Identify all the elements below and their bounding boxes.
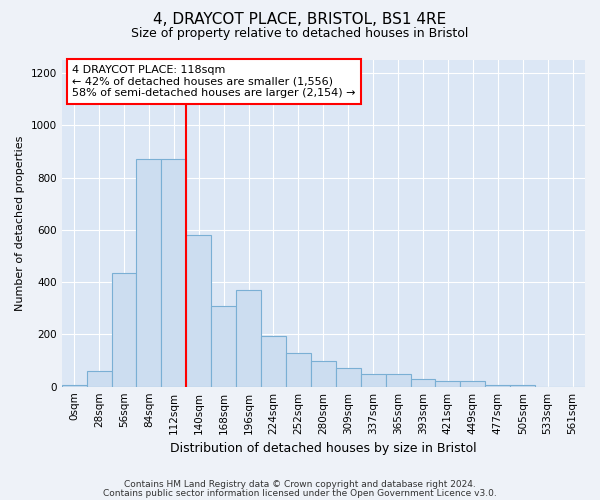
Bar	[112, 273, 136, 386]
Bar	[286, 352, 311, 386]
Bar	[186, 235, 211, 386]
Bar	[460, 382, 485, 386]
Text: Contains public sector information licensed under the Open Government Licence v3: Contains public sector information licen…	[103, 490, 497, 498]
Bar	[436, 382, 460, 386]
Text: 4, DRAYCOT PLACE, BRISTOL, BS1 4RE: 4, DRAYCOT PLACE, BRISTOL, BS1 4RE	[154, 12, 446, 28]
X-axis label: Distribution of detached houses by size in Bristol: Distribution of detached houses by size …	[170, 442, 476, 455]
Y-axis label: Number of detached properties: Number of detached properties	[15, 136, 25, 311]
Bar	[336, 368, 361, 386]
Bar	[261, 336, 286, 386]
Text: Size of property relative to detached houses in Bristol: Size of property relative to detached ho…	[131, 28, 469, 40]
Text: Contains HM Land Registry data © Crown copyright and database right 2024.: Contains HM Land Registry data © Crown c…	[124, 480, 476, 489]
Bar	[236, 290, 261, 386]
Bar	[161, 160, 186, 386]
Bar	[211, 306, 236, 386]
Bar	[311, 360, 336, 386]
Bar	[86, 371, 112, 386]
Bar	[410, 379, 436, 386]
Bar	[386, 374, 410, 386]
Bar	[136, 160, 161, 386]
Text: 4 DRAYCOT PLACE: 118sqm
← 42% of detached houses are smaller (1,556)
58% of semi: 4 DRAYCOT PLACE: 118sqm ← 42% of detache…	[72, 65, 356, 98]
Bar	[361, 374, 386, 386]
